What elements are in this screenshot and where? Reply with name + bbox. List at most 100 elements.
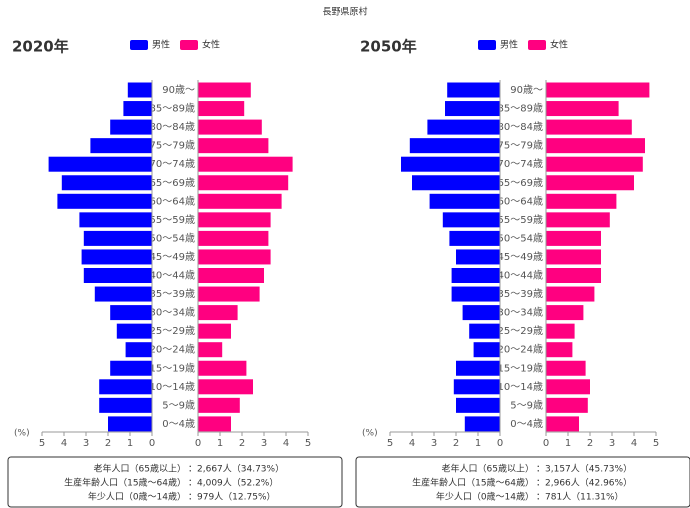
category-label: 80〜84歳: [150, 121, 195, 133]
x-tick-label: 4: [409, 438, 415, 449]
category-label: 30〜34歳: [150, 307, 195, 319]
unit-label: (%): [14, 429, 30, 439]
bar: [198, 268, 264, 283]
bar: [198, 175, 289, 191]
x-tick-label: 3: [609, 438, 615, 449]
bar: [127, 82, 152, 98]
category-label: 75〜79歳: [498, 140, 543, 152]
bar: [99, 397, 152, 413]
chart-title: 2050年: [360, 38, 417, 56]
x-tick-label: 1: [565, 438, 571, 449]
category-label: 65〜69歳: [150, 177, 195, 189]
category-label: 40〜44歳: [498, 270, 543, 282]
category-label: 90歳〜: [162, 84, 195, 96]
bar: [198, 342, 223, 358]
category-label: 30〜34歳: [498, 307, 543, 319]
bar: [116, 323, 152, 339]
category-label: 20〜24歳: [150, 344, 195, 356]
bar: [546, 416, 579, 432]
bar: [198, 101, 245, 117]
unit-label: (%): [362, 429, 378, 439]
bar: [546, 286, 595, 302]
bar: [546, 342, 573, 358]
bar: [110, 360, 152, 376]
category-label: 25〜29歳: [150, 325, 195, 337]
chart-title: 2020年: [12, 38, 69, 56]
bar: [546, 193, 617, 209]
x-tick-label: 5: [387, 438, 393, 449]
category-label: 15〜19歳: [150, 362, 195, 374]
x-tick-label: 3: [83, 438, 89, 449]
x-tick-label: 1: [127, 438, 133, 449]
summary-label: 年少人口（0歳〜14歳）: [88, 491, 186, 503]
page-title: 長野県原村: [322, 6, 367, 18]
x-tick-label: 2: [105, 438, 111, 449]
bar: [469, 323, 500, 339]
bar: [83, 268, 152, 283]
bar: [198, 360, 247, 376]
category-label: 10〜14歳: [150, 381, 195, 393]
summary-box: [7, 456, 343, 508]
bar: [473, 342, 500, 358]
x-tick-label: 3: [261, 438, 267, 449]
category-label: 90歳〜: [510, 84, 543, 96]
category-label: 55〜59歳: [150, 214, 195, 226]
category-label: 85〜89歳: [498, 103, 543, 115]
bar: [462, 305, 500, 321]
bar: [61, 175, 152, 191]
bar: [456, 360, 500, 376]
x-tick-label: 1: [217, 438, 223, 449]
bar: [546, 138, 645, 154]
bar: [409, 138, 500, 154]
bar: [447, 82, 500, 98]
x-tick-label: 4: [283, 438, 289, 449]
bar: [110, 119, 152, 135]
bar: [546, 268, 601, 283]
category-label: 0〜4歳: [162, 418, 195, 430]
bar: [546, 230, 601, 246]
bar: [546, 156, 643, 172]
bar: [451, 286, 500, 302]
x-tick-label: 2: [239, 438, 245, 449]
category-label: 70〜74歳: [150, 158, 195, 170]
legend-swatch: [130, 40, 148, 50]
bar: [464, 416, 500, 432]
category-label: 5〜9歳: [510, 399, 543, 411]
bar: [546, 360, 586, 376]
bar: [90, 138, 152, 154]
bar: [99, 379, 152, 395]
bar: [123, 101, 152, 117]
bar: [546, 82, 650, 98]
x-tick-label: 0: [195, 438, 201, 449]
category-label: 40〜44歳: [150, 270, 195, 282]
bar: [546, 119, 632, 135]
bar: [456, 249, 500, 265]
category-label: 50〜54歳: [498, 232, 543, 244]
category-label: 35〜39歳: [498, 288, 543, 300]
category-label: 80〜84歳: [498, 121, 543, 133]
bar: [449, 230, 500, 246]
bar: [546, 379, 590, 395]
category-label: 85〜89歳: [150, 103, 195, 115]
x-tick-label: 0: [497, 438, 503, 449]
bar: [546, 101, 619, 117]
x-tick-label: 3: [431, 438, 437, 449]
legend-label: 女性: [550, 39, 568, 51]
bar: [198, 379, 253, 395]
legend-swatch: [478, 40, 496, 50]
legend-label: 男性: [152, 39, 170, 51]
bar: [546, 323, 575, 339]
summary-label: 生産年齢人口（15歳〜64歳）: [412, 477, 534, 489]
bar: [198, 305, 238, 321]
x-tick-label: 5: [305, 438, 311, 449]
bar: [94, 286, 152, 302]
bar: [198, 323, 231, 339]
x-tick-label: 2: [587, 438, 593, 449]
summary-value: ：2,667人（34.73%）: [188, 464, 284, 475]
summary-value: ：781人（11.31%）: [536, 492, 624, 503]
summary-value: ：4,009人（52.2%）: [188, 478, 278, 489]
bar: [110, 305, 152, 321]
bar: [79, 212, 152, 228]
category-label: 25〜29歳: [498, 325, 543, 337]
